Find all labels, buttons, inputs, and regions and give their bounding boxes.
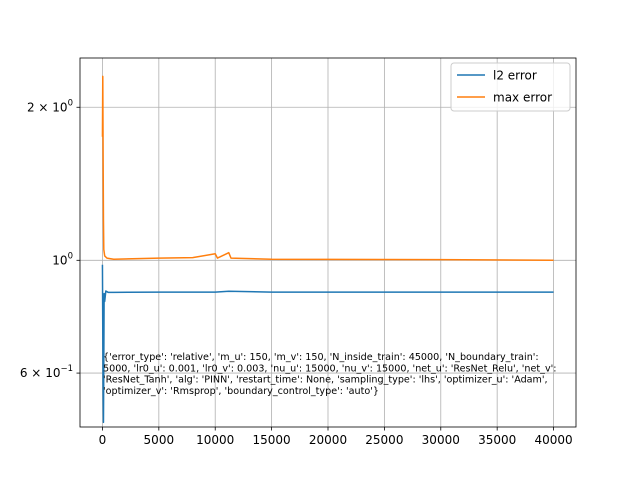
x-tick-label: 40000 <box>534 433 572 447</box>
y-tick-label: 6 × 10−1 <box>20 364 73 380</box>
y-tick-label: 2 × 100 <box>27 98 73 114</box>
series-group <box>101 75 554 424</box>
x-tick-label: 5000 <box>144 433 175 447</box>
x-tick-label: 0 <box>99 433 107 447</box>
legend: l2 error max error <box>450 62 571 112</box>
legend-label: l2 error <box>493 69 537 83</box>
series-line-0 <box>101 264 554 424</box>
x-tick-label: 10000 <box>196 433 234 447</box>
parameter-annotation: {'error_type': 'relative', 'm_u': 150, '… <box>103 352 557 397</box>
legend-label: max error <box>493 91 552 105</box>
x-tick-label: 30000 <box>422 433 460 447</box>
annotation-line: 'ResNet_Tanh', 'alg': 'PINN', 'restart_t… <box>103 375 548 386</box>
annotation-line: {'error_type': 'relative', 'm_u': 150, '… <box>103 352 539 363</box>
x-tick-label: 15000 <box>253 433 291 447</box>
x-axis: 0 5000 10000 15000 20000 25000 30000 35000 40000 <box>99 427 573 447</box>
annotation-line: 5000, 'lr0_u': 0.001, 'lr0_v': 0.003, 'n… <box>103 363 557 374</box>
series-line-1 <box>101 75 554 262</box>
y-tick-label: 100 <box>52 251 73 267</box>
y-axis: 2 × 100 100 6 × 10−1 <box>20 98 80 380</box>
x-tick-label: 20000 <box>309 433 347 447</box>
x-tick-label: 35000 <box>478 433 516 447</box>
annotation-line: 'optimizer_v': 'Rmsprop', 'boundary_cont… <box>103 386 379 397</box>
x-tick-label: 25000 <box>365 433 403 447</box>
